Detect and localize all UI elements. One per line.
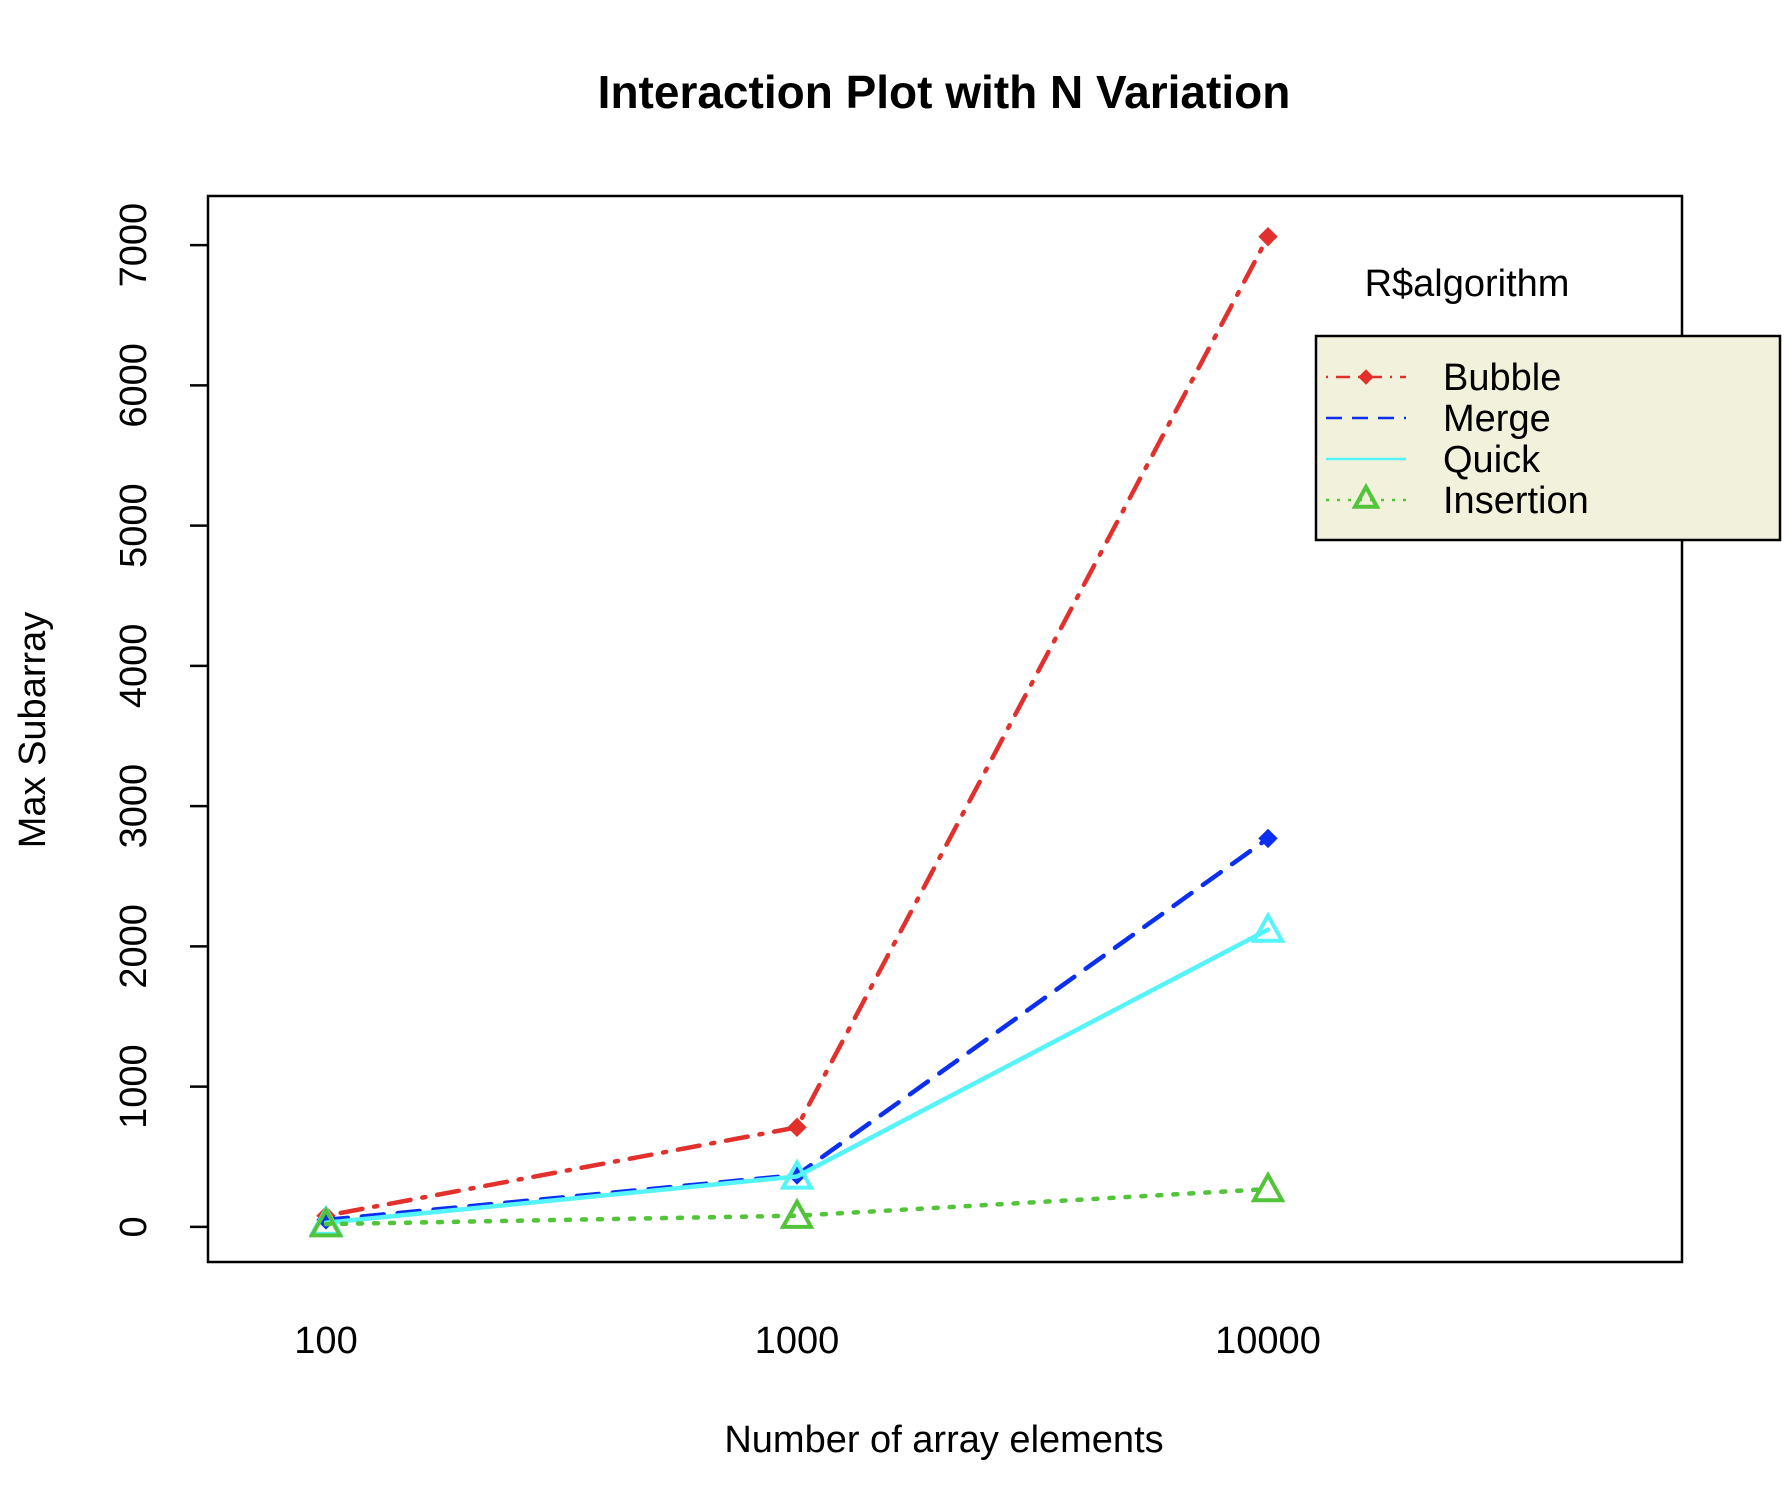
point-marker: [1250, 1170, 1286, 1203]
x-axis: 100 1000 10000: [294, 1320, 1321, 1362]
legend-title: R$algorithm: [1365, 263, 1570, 305]
y-tick-label: 2000: [113, 904, 155, 989]
chart-title: Interaction Plot with N Variation: [598, 66, 1291, 118]
series-lines: [308, 226, 1286, 1238]
x-axis-label: Number of array elements: [724, 1419, 1163, 1461]
point-marker: [1258, 226, 1278, 247]
legend-box: [1314, 334, 1782, 542]
point-marker: [1258, 828, 1278, 849]
y-tick-label: 6000: [113, 343, 155, 428]
point-marker: [1351, 482, 1381, 509]
point-marker: [1358, 369, 1374, 385]
point-marker: [1250, 911, 1286, 943]
point-marker: [308, 1206, 344, 1238]
y-tick-label: 4000: [113, 624, 155, 709]
y-tick-label: 5000: [113, 483, 155, 568]
legend-label-quick: Quick: [1443, 439, 1541, 481]
y-tick-label: 3000: [113, 764, 155, 849]
x-tick-label: 1000: [755, 1320, 840, 1362]
point-marker: [779, 1197, 815, 1229]
y-axis-label: Max Subarray: [12, 612, 54, 849]
x-tick-label: 100: [294, 1320, 357, 1362]
legend-label-insertion: Insertion: [1443, 480, 1589, 522]
y-tick-label: 1000: [113, 1044, 155, 1129]
series-line: [323, 1186, 1271, 1227]
legend-label-merge: Merge: [1443, 398, 1551, 440]
series-insertion: [308, 1170, 1286, 1238]
point-marker: [779, 1158, 815, 1190]
y-tick-label: 0: [113, 1216, 155, 1237]
point-marker: [787, 1117, 807, 1138]
legend-label-bubble: Bubble: [1443, 357, 1561, 399]
plot-frame: [206, 194, 1684, 1264]
y-axis: 0 1000 2000 3000 4000 5000 6000 7000: [113, 203, 208, 1238]
series-line: [323, 927, 1271, 1225]
x-tick-label: 10000: [1215, 1320, 1321, 1362]
y-tick-label: 7000: [113, 203, 155, 288]
